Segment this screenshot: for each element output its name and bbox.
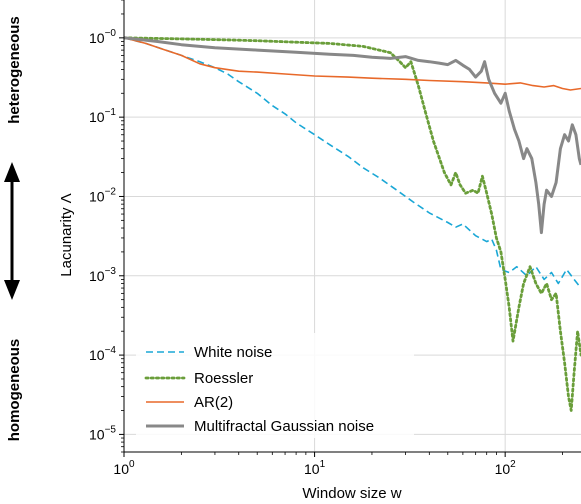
legend-label-2: AR(2) bbox=[194, 394, 233, 411]
ticks: 100 101 102 10−0 10−1 10−2 10−3 10−4 10−5 bbox=[89, 0, 563, 477]
legend-box bbox=[136, 333, 414, 438]
legend-label-3: Multifractal Gaussian noise bbox=[194, 418, 374, 435]
homogeneous-label: homogeneous bbox=[6, 339, 23, 442]
heterogeneous-label: heterogeneous bbox=[6, 16, 23, 124]
y-tick-label: 10−1 bbox=[89, 107, 116, 125]
y-tick-label: 10−5 bbox=[89, 424, 116, 442]
legend-label-1: Roessler bbox=[194, 370, 253, 387]
legend: White noise Roessler AR(2) Multifractal Gau… bbox=[136, 333, 414, 438]
x-tick-label: 100 bbox=[113, 459, 135, 477]
y-tick-label: 10−3 bbox=[89, 266, 116, 284]
series-line-2 bbox=[124, 37, 581, 91]
y-tick-label: 10−4 bbox=[89, 345, 116, 363]
series-line-1 bbox=[124, 36, 581, 412]
series-layer bbox=[124, 36, 581, 412]
series-line-3 bbox=[124, 36, 581, 235]
double-arrow-icon bbox=[4, 162, 20, 300]
y-tick-label: 10−2 bbox=[89, 186, 116, 204]
y-axis-title: Lacunarity Λ bbox=[58, 193, 75, 276]
y-tick-label: 10−0 bbox=[89, 28, 116, 46]
x-tick-label: 102 bbox=[495, 459, 517, 477]
x-tick-label: 101 bbox=[304, 459, 326, 477]
series-line-0 bbox=[124, 37, 581, 289]
legend-label-0: White noise bbox=[194, 344, 272, 361]
x-axis-title: Window size w bbox=[302, 485, 401, 502]
